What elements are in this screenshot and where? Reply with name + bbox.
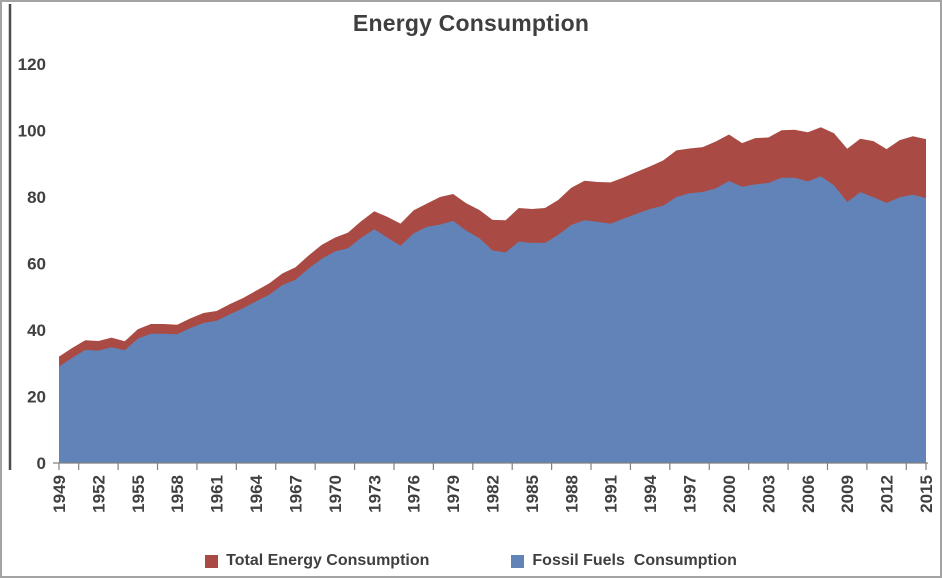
svg-text:1979: 1979 xyxy=(444,475,463,513)
svg-text:2000: 2000 xyxy=(720,475,739,513)
fossil-fuels-swatch-icon xyxy=(511,554,525,568)
svg-text:1997: 1997 xyxy=(681,475,700,513)
svg-text:1976: 1976 xyxy=(405,475,424,513)
chart-legend: Total Energy Consumption Fossil Fuels Co… xyxy=(2,552,940,570)
svg-text:1985: 1985 xyxy=(523,475,542,513)
legend-label-total-energy: Total Energy Consumption xyxy=(226,552,430,569)
svg-text:1958: 1958 xyxy=(168,475,187,513)
svg-text:2012: 2012 xyxy=(878,475,897,513)
svg-text:100: 100 xyxy=(18,122,46,141)
svg-text:60: 60 xyxy=(27,255,46,274)
svg-text:80: 80 xyxy=(27,188,46,207)
legend-label-fossil-fuels: Fossil Fuels Consumption xyxy=(532,552,737,569)
svg-text:1991: 1991 xyxy=(602,475,621,513)
svg-text:1970: 1970 xyxy=(326,475,345,513)
svg-text:2006: 2006 xyxy=(799,475,818,513)
svg-text:20: 20 xyxy=(27,388,46,407)
svg-text:1964: 1964 xyxy=(247,474,266,512)
svg-text:1961: 1961 xyxy=(208,475,227,513)
legend-item-fossil-fuels[interactable]: Fossil Fuels Consumption xyxy=(511,552,737,570)
svg-text:1988: 1988 xyxy=(562,475,581,513)
svg-text:1967: 1967 xyxy=(287,475,306,513)
legend-item-total-energy[interactable]: Total Energy Consumption xyxy=(205,552,429,570)
svg-text:1982: 1982 xyxy=(484,475,503,513)
svg-text:1952: 1952 xyxy=(89,475,108,513)
svg-text:120: 120 xyxy=(18,55,46,74)
svg-text:2015: 2015 xyxy=(917,475,936,513)
svg-text:1955: 1955 xyxy=(129,475,148,513)
svg-text:0: 0 xyxy=(37,454,46,473)
chart-title: Energy Consumption xyxy=(352,10,590,36)
svg-text:1949: 1949 xyxy=(50,475,69,513)
total-energy-swatch-icon xyxy=(205,554,219,568)
svg-text:2003: 2003 xyxy=(759,475,778,513)
svg-text:40: 40 xyxy=(27,321,46,340)
svg-text:1994: 1994 xyxy=(641,474,660,512)
svg-text:1973: 1973 xyxy=(365,475,384,513)
svg-text:2009: 2009 xyxy=(838,475,857,513)
